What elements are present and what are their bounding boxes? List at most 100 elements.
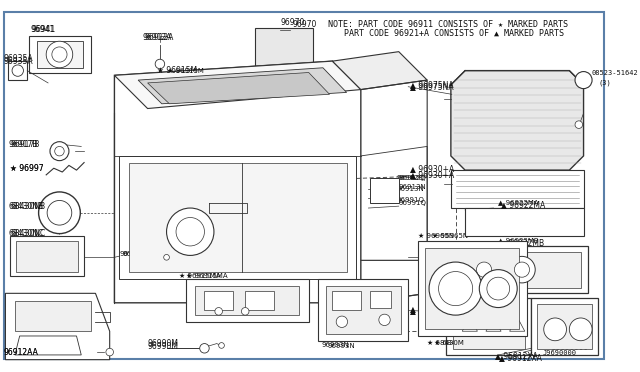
Text: 08523-51642: 08523-51642 xyxy=(591,70,638,77)
Text: 96917B: 96917B xyxy=(10,140,40,149)
Circle shape xyxy=(164,254,170,260)
Text: 96990M: 96990M xyxy=(148,342,179,351)
Text: ▲ 96922MA: ▲ 96922MA xyxy=(501,200,545,209)
Polygon shape xyxy=(186,279,308,322)
Circle shape xyxy=(336,316,348,327)
Polygon shape xyxy=(148,73,330,104)
Circle shape xyxy=(155,59,164,69)
Circle shape xyxy=(52,47,67,62)
Polygon shape xyxy=(537,304,592,349)
Polygon shape xyxy=(371,178,399,203)
Text: NOTE: PART CODE 96911 CONSISTS OF ★ MARKED PARTS: NOTE: PART CODE 96911 CONSISTS OF ★ MARK… xyxy=(328,20,568,29)
Text: J9690000: J9690000 xyxy=(543,350,577,356)
Bar xyxy=(332,291,361,310)
Circle shape xyxy=(515,262,529,277)
Text: 96935A: 96935A xyxy=(4,54,33,63)
Circle shape xyxy=(509,256,535,283)
Text: (3): (3) xyxy=(598,80,611,86)
Bar xyxy=(371,291,391,308)
Circle shape xyxy=(544,318,566,341)
Text: ▲ 96975NA: ▲ 96975NA xyxy=(410,82,454,91)
Circle shape xyxy=(47,201,72,225)
Text: 68430NB: 68430NB xyxy=(8,202,44,211)
Polygon shape xyxy=(36,41,83,68)
Text: ★ 96915M: ★ 96915M xyxy=(166,68,204,74)
Text: 96941: 96941 xyxy=(31,25,55,34)
Polygon shape xyxy=(255,28,314,66)
Text: 96912A: 96912A xyxy=(122,250,149,257)
Circle shape xyxy=(50,142,69,161)
Polygon shape xyxy=(326,286,401,334)
Circle shape xyxy=(429,262,482,315)
Circle shape xyxy=(476,262,492,277)
Text: ★ 96997: ★ 96997 xyxy=(10,164,44,173)
Text: 96917B: 96917B xyxy=(8,140,38,149)
Circle shape xyxy=(106,348,113,356)
Polygon shape xyxy=(451,170,584,208)
Text: ▲ 96923NA: ▲ 96923NA xyxy=(410,306,454,315)
Circle shape xyxy=(46,41,73,68)
Text: 96941: 96941 xyxy=(30,25,54,34)
Text: 96912A: 96912A xyxy=(119,250,147,257)
Circle shape xyxy=(438,272,473,306)
Circle shape xyxy=(487,277,509,300)
Text: ▲ 96930+A: ▲ 96930+A xyxy=(410,164,454,173)
Text: 96912A: 96912A xyxy=(145,33,174,42)
Text: ★ 96965N: ★ 96965N xyxy=(432,234,468,240)
Text: J9690000: J9690000 xyxy=(551,343,588,352)
Polygon shape xyxy=(462,317,477,331)
Text: 68430NB: 68430NB xyxy=(10,202,45,211)
Text: ★ 96965N: ★ 96965N xyxy=(418,234,454,240)
Text: 96970: 96970 xyxy=(280,18,305,27)
Text: 96993N: 96993N xyxy=(321,341,349,347)
Polygon shape xyxy=(452,304,525,349)
Polygon shape xyxy=(195,286,300,315)
Text: 68430NC: 68430NC xyxy=(10,229,45,238)
Polygon shape xyxy=(509,317,525,331)
Circle shape xyxy=(200,344,209,353)
Circle shape xyxy=(166,208,214,256)
Text: ▲ 96912XA: ▲ 96912XA xyxy=(495,352,538,360)
Circle shape xyxy=(176,218,204,246)
Text: S: S xyxy=(581,76,586,84)
Text: ★ 96915M: ★ 96915M xyxy=(157,66,197,75)
Polygon shape xyxy=(318,279,408,341)
Polygon shape xyxy=(451,71,584,170)
Circle shape xyxy=(12,65,24,76)
Text: 96990M: 96990M xyxy=(148,339,179,348)
Text: 68430NC: 68430NC xyxy=(8,229,44,238)
Text: PART CODE 96921+A CONSISTS OF ▲ MARKED PARTS: PART CODE 96921+A CONSISTS OF ▲ MARKED P… xyxy=(344,29,564,38)
Polygon shape xyxy=(451,246,588,294)
Circle shape xyxy=(471,256,497,283)
Text: ★ 68430M: ★ 68430M xyxy=(434,340,470,346)
Text: 96913N: 96913N xyxy=(399,184,426,190)
Polygon shape xyxy=(446,298,531,355)
Text: ★ 96915MA: ★ 96915MA xyxy=(179,273,221,279)
Polygon shape xyxy=(115,61,361,109)
Text: ★ 68430M: ★ 68430M xyxy=(427,340,464,346)
Text: 96912A: 96912A xyxy=(143,33,172,42)
Polygon shape xyxy=(115,61,361,303)
Polygon shape xyxy=(15,336,81,355)
Bar xyxy=(245,291,274,310)
Polygon shape xyxy=(10,237,84,276)
Text: ★ 96915MA: ★ 96915MA xyxy=(186,273,227,279)
Text: 96913N: 96913N xyxy=(397,186,424,192)
Text: ★ 96997: ★ 96997 xyxy=(10,164,44,173)
Polygon shape xyxy=(15,301,91,331)
Polygon shape xyxy=(8,61,28,80)
Text: ▲ 96923NA: ▲ 96923NA xyxy=(410,304,454,313)
Text: 96991Q: 96991Q xyxy=(397,198,425,203)
Circle shape xyxy=(379,314,390,326)
Circle shape xyxy=(38,192,80,234)
Polygon shape xyxy=(29,36,91,73)
Circle shape xyxy=(54,147,64,156)
Text: ▲ 96930+A: ▲ 96930+A xyxy=(410,170,454,179)
Text: 68430N: 68430N xyxy=(141,226,171,235)
Circle shape xyxy=(241,308,249,315)
Polygon shape xyxy=(418,241,527,336)
Polygon shape xyxy=(465,208,584,237)
Circle shape xyxy=(219,343,225,348)
Circle shape xyxy=(479,270,517,308)
Circle shape xyxy=(575,121,582,128)
